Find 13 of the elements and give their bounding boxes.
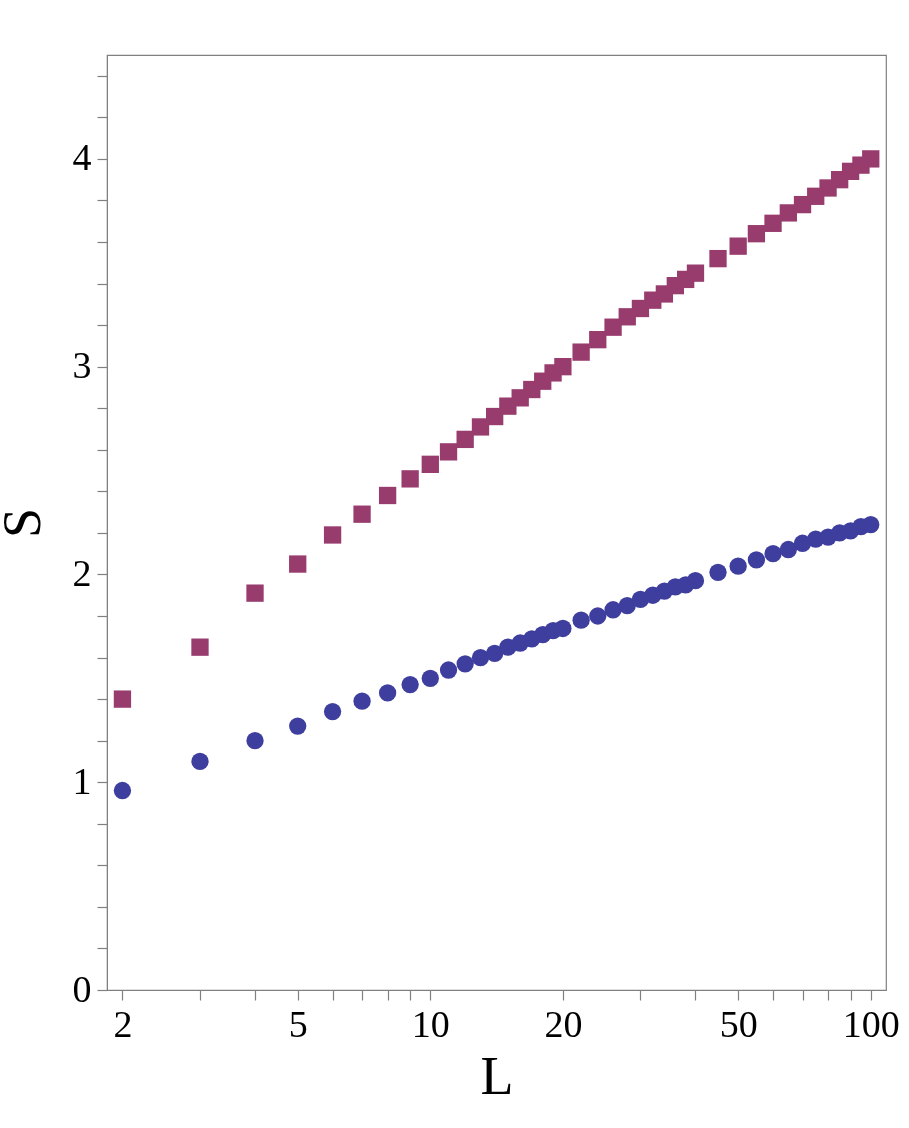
x-tick-label: 20 — [544, 1002, 583, 1045]
x-tick-label: 10 — [411, 1002, 450, 1045]
y-tick-label: 0 — [72, 967, 92, 1010]
x-tick-label: 100 — [842, 1002, 900, 1045]
x-axis-title: L — [480, 1045, 514, 1106]
y-tick-label: 2 — [72, 551, 92, 594]
y-axis-title: S — [0, 507, 52, 539]
y-tick-label: 1 — [72, 759, 92, 802]
y-tick-label: 4 — [72, 136, 92, 179]
x-tick-label: 2 — [113, 1002, 133, 1045]
x-tick-label: 50 — [719, 1002, 758, 1045]
x-tick-label: 5 — [288, 1002, 308, 1045]
y-tick-label: 3 — [72, 344, 92, 387]
